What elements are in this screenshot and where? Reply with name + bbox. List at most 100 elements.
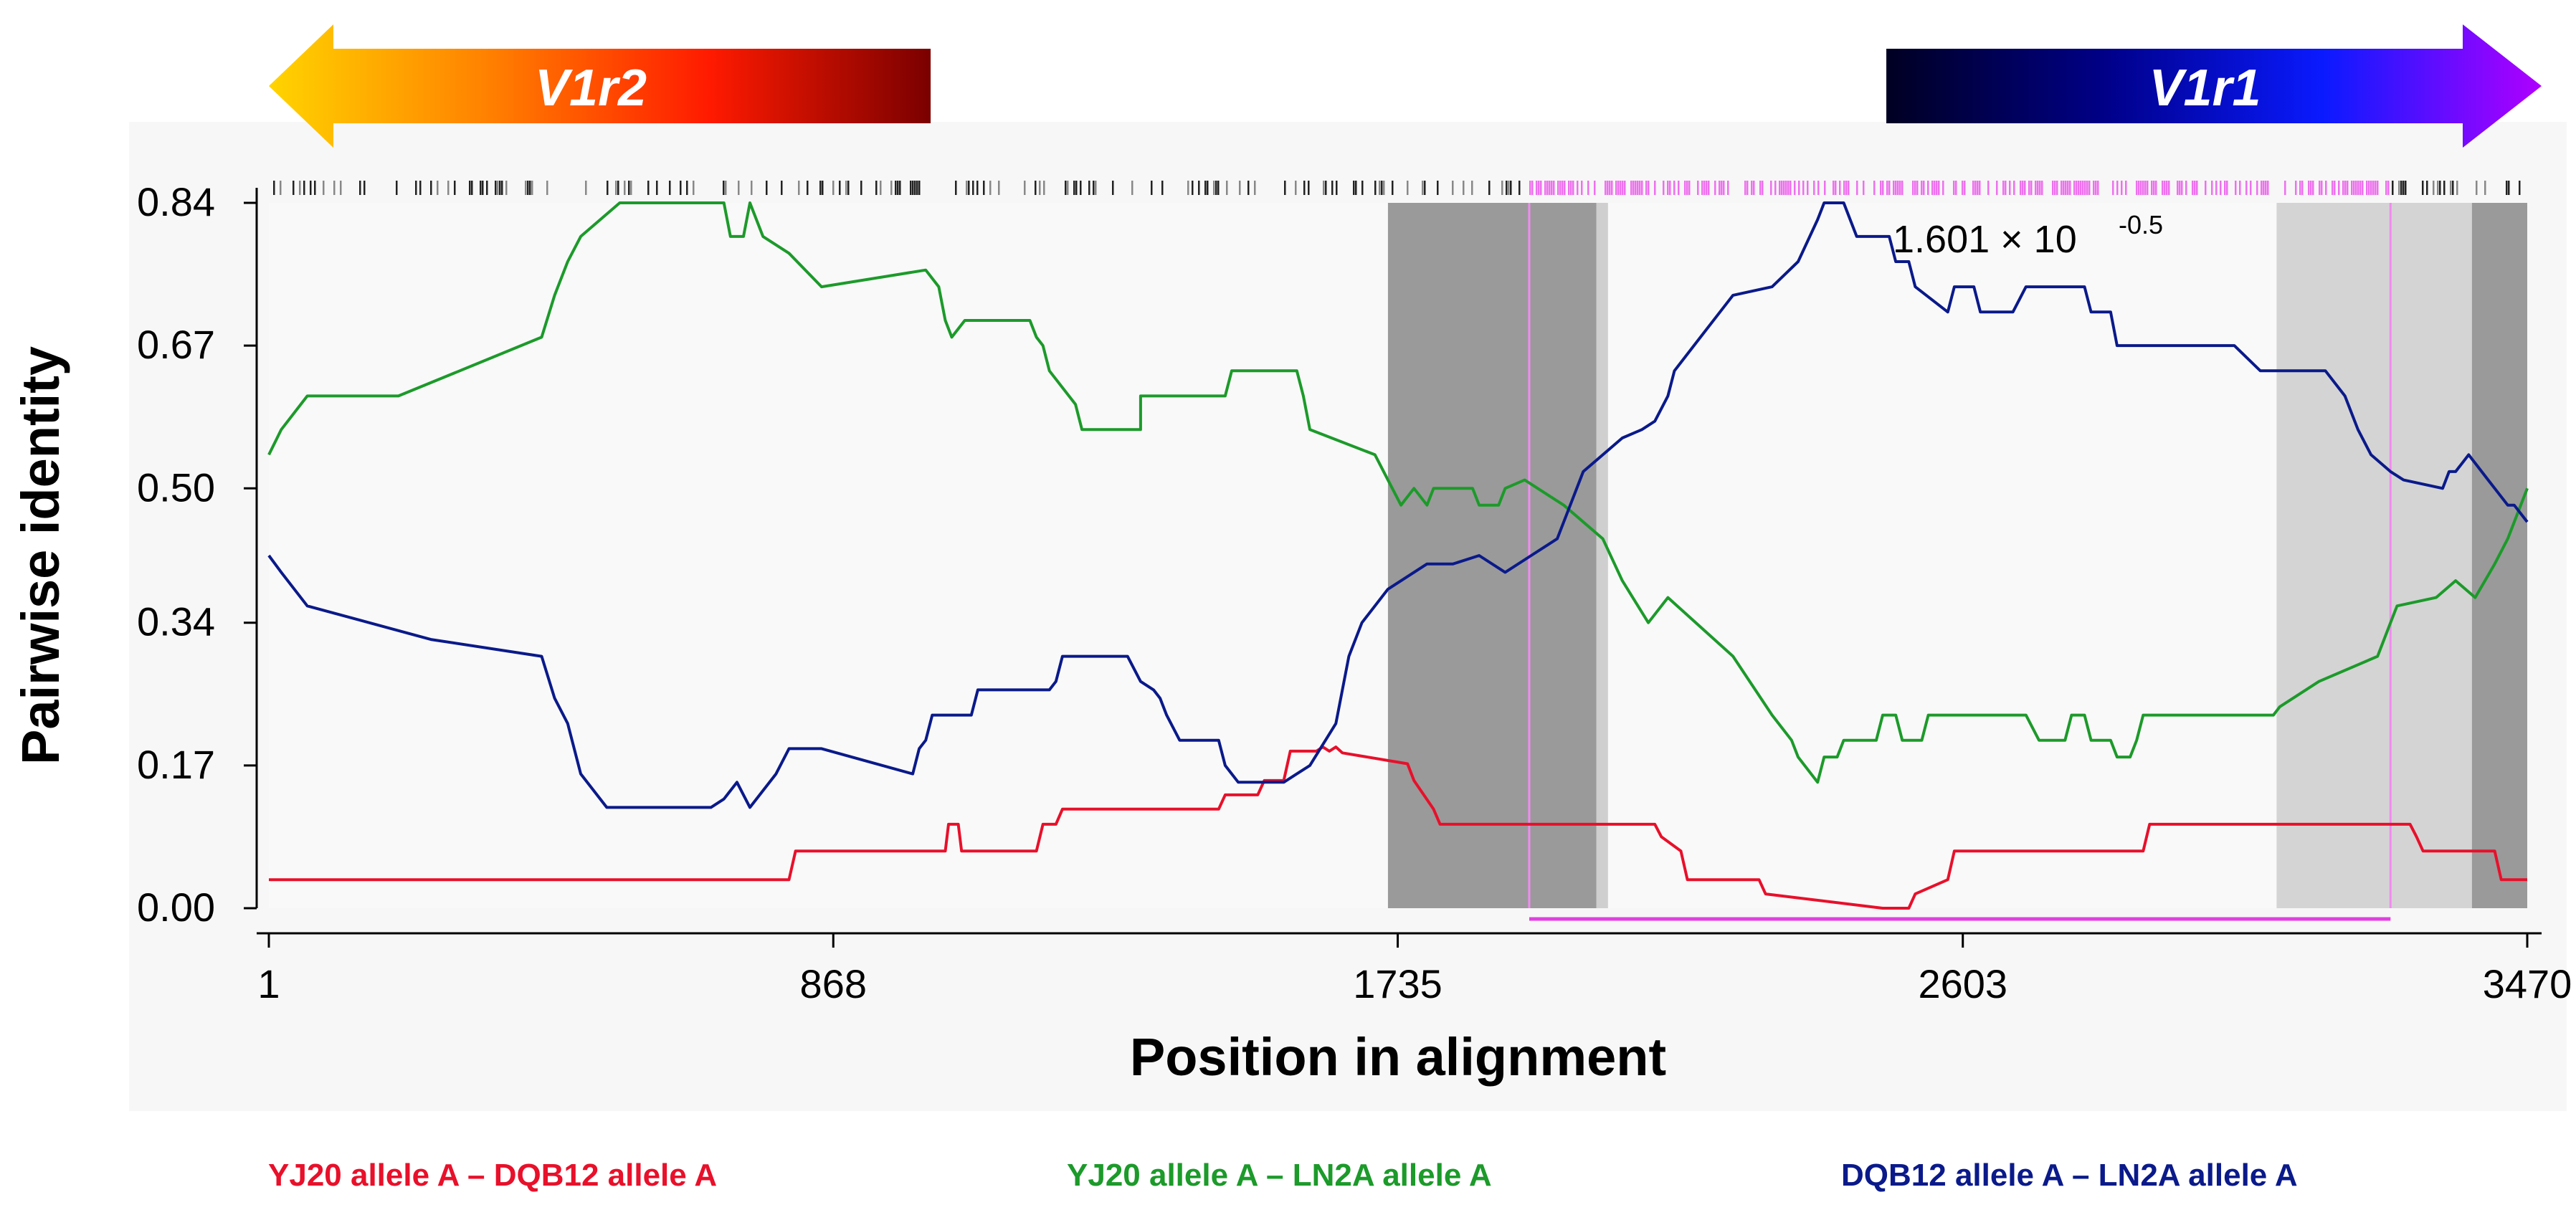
site-tick bbox=[2362, 181, 2364, 195]
site-tick bbox=[686, 181, 688, 195]
site-tick bbox=[1611, 181, 1613, 195]
site-tick bbox=[1835, 181, 1837, 195]
site-tick bbox=[1361, 181, 1364, 195]
gene-arrows: V1r2 V1r1 bbox=[269, 24, 2542, 148]
site-tick bbox=[1942, 181, 1944, 195]
site-tick bbox=[2078, 181, 2080, 195]
site-tick bbox=[1759, 181, 1762, 195]
site-tick bbox=[2140, 181, 2142, 195]
y-tick-label: 0.84 bbox=[137, 179, 215, 224]
site-tick bbox=[1562, 181, 1564, 195]
site-tick bbox=[497, 181, 499, 195]
site-tick bbox=[1839, 181, 1841, 195]
site-tick bbox=[998, 181, 1000, 195]
site-tick bbox=[1996, 181, 1998, 195]
site-tick bbox=[1080, 181, 1082, 195]
site-tick bbox=[2076, 181, 2078, 195]
site-tick bbox=[647, 181, 650, 195]
site-tick bbox=[2402, 181, 2405, 195]
site-tick bbox=[2063, 181, 2065, 195]
site-tick bbox=[669, 181, 671, 195]
site-tick bbox=[1972, 181, 1974, 195]
site-tick bbox=[1673, 181, 1676, 195]
shaded-regions bbox=[1387, 203, 2527, 921]
site-tick bbox=[2194, 181, 2196, 195]
x-tick-label: 1735 bbox=[1353, 961, 1443, 1006]
site-tick bbox=[1065, 181, 1067, 195]
site-tick bbox=[798, 181, 800, 195]
site-tick bbox=[1624, 181, 1626, 195]
site-tick bbox=[2366, 181, 2368, 195]
site-tick bbox=[1641, 181, 1643, 195]
site-tick bbox=[1151, 181, 1153, 195]
site-tick bbox=[1697, 181, 1699, 195]
site-tick bbox=[1912, 181, 1914, 195]
site-tick bbox=[2024, 181, 2026, 195]
site-tick bbox=[2443, 181, 2446, 195]
site-tick bbox=[2357, 181, 2359, 195]
site-tick bbox=[310, 181, 312, 195]
site-tick bbox=[1678, 181, 1680, 195]
site-tick bbox=[1794, 181, 1796, 195]
site-tick bbox=[2359, 181, 2362, 195]
site-tick bbox=[1594, 181, 1596, 195]
site-tick bbox=[1762, 181, 1764, 195]
site-tick bbox=[615, 181, 617, 195]
site-tick bbox=[1226, 181, 1228, 195]
site-tick bbox=[2332, 181, 2334, 195]
site-tick bbox=[1213, 181, 1215, 195]
site-tick bbox=[976, 181, 979, 195]
site-tick bbox=[1564, 181, 1566, 195]
site-tick bbox=[2067, 181, 2069, 195]
site-tick bbox=[1645, 181, 1648, 195]
site-tick bbox=[1587, 181, 1589, 195]
site-tick bbox=[1510, 181, 1512, 195]
site-tick bbox=[918, 181, 921, 195]
site-tick bbox=[819, 181, 822, 195]
site-tick bbox=[2338, 181, 2340, 195]
site-tick bbox=[1295, 181, 1297, 195]
site-tick bbox=[1783, 181, 1785, 195]
site-tick bbox=[482, 181, 484, 195]
site-tick bbox=[1721, 181, 1723, 195]
site-tick bbox=[1833, 181, 1835, 195]
site-tick bbox=[1254, 181, 1256, 195]
site-tick bbox=[2013, 181, 2015, 195]
site-tick bbox=[2192, 181, 2194, 195]
site-tick bbox=[1531, 181, 1534, 195]
site-tick bbox=[2069, 181, 2071, 195]
site-tick bbox=[2080, 181, 2082, 195]
site-tick bbox=[1383, 181, 1385, 195]
site-tick bbox=[2009, 181, 2011, 195]
site-tick bbox=[2456, 181, 2458, 195]
site-tick bbox=[2082, 181, 2084, 195]
site-tick bbox=[1577, 181, 1579, 195]
site-tick bbox=[293, 181, 295, 195]
site-tick bbox=[2321, 181, 2323, 195]
site-tick bbox=[1979, 181, 1981, 195]
site-tick bbox=[1546, 181, 1549, 195]
site-tick bbox=[1753, 181, 1755, 195]
site-tick bbox=[2284, 181, 2286, 195]
site-tick bbox=[359, 181, 361, 195]
site-tick bbox=[1770, 181, 1772, 195]
site-tick bbox=[822, 181, 824, 195]
site-tick bbox=[1131, 181, 1133, 195]
site-tick bbox=[430, 181, 432, 195]
site-tick bbox=[2196, 181, 2198, 195]
site-tick bbox=[1609, 181, 1611, 195]
site-tick bbox=[447, 181, 450, 195]
site-tick bbox=[2398, 181, 2400, 195]
site-tick bbox=[1355, 181, 1357, 195]
site-tick bbox=[832, 181, 835, 195]
site-tick bbox=[2116, 181, 2119, 195]
site-tick bbox=[899, 181, 901, 195]
site-tick bbox=[1424, 181, 1426, 195]
site-tick bbox=[1962, 181, 1964, 195]
site-tick bbox=[955, 181, 957, 195]
site-tick bbox=[299, 181, 301, 195]
site-tick bbox=[1843, 181, 1845, 195]
series-line bbox=[269, 745, 2527, 910]
site-tick bbox=[1781, 181, 1783, 195]
site-tick bbox=[1880, 181, 1882, 195]
